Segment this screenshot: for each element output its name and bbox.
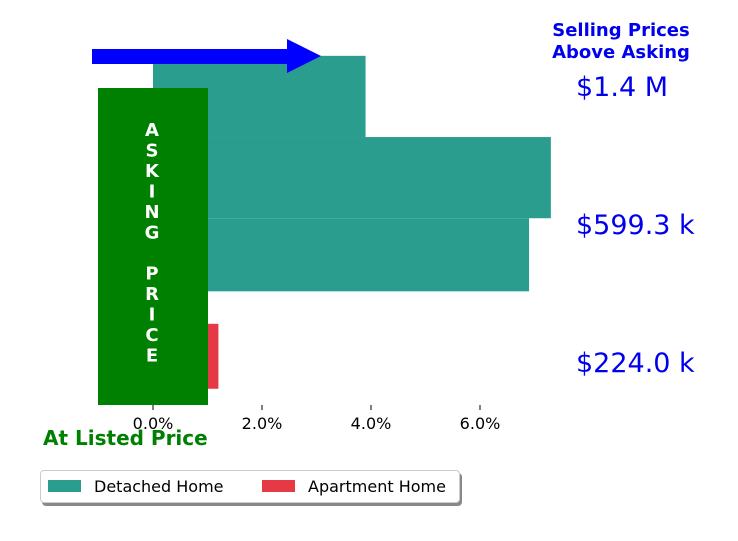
bar-detached-home-1 — [153, 137, 551, 219]
price-label-top: $1.4 M — [576, 72, 668, 103]
asking-price-letter: S — [146, 141, 159, 162]
asking-price-letter: I — [149, 305, 156, 326]
asking-price-letter: N — [144, 202, 159, 223]
x-tick-label: 2.0% — [242, 414, 283, 433]
x-axis: 0.0% 2.0% 4.0% 6.0% — [133, 405, 501, 433]
arrow-head — [287, 39, 321, 73]
listed-price-label: At Listed Price — [43, 426, 208, 450]
asking-price-letter: R — [145, 284, 159, 305]
arrow-shaft — [92, 49, 288, 64]
asking-price-letter: A — [145, 120, 159, 141]
asking-price-letter: E — [146, 346, 158, 367]
asking-price-letter: G — [145, 223, 160, 244]
price-label-bottom: $224.0 k — [576, 348, 695, 379]
legend-swatch-apartment — [262, 480, 295, 492]
bar-detached-home-2 — [153, 218, 530, 292]
arrow-icon — [92, 39, 321, 73]
legend-label-detached: Detached Home — [94, 477, 224, 496]
x-tick-label: 0.0% — [133, 414, 174, 433]
header-line-1: Selling Prices — [552, 20, 690, 41]
x-tick-label: 4.0% — [351, 414, 392, 433]
asking-price-letter: I — [149, 182, 156, 203]
asking-price-letter: C — [145, 325, 158, 346]
legend: Detached Home Apartment Home — [40, 470, 460, 503]
legend-swatch-detached — [48, 480, 81, 492]
price-label-middle: $599.3 k — [576, 210, 695, 241]
asking-price-rect — [98, 88, 208, 405]
asking-price-letter: P — [145, 264, 158, 285]
legend-label-apartment: Apartment Home — [308, 477, 446, 496]
x-tick-label: 6.0% — [460, 414, 501, 433]
bars-layer — [153, 55, 551, 389]
header-line-2: Above Asking — [552, 42, 690, 63]
asking-price-letter: K — [145, 161, 160, 182]
